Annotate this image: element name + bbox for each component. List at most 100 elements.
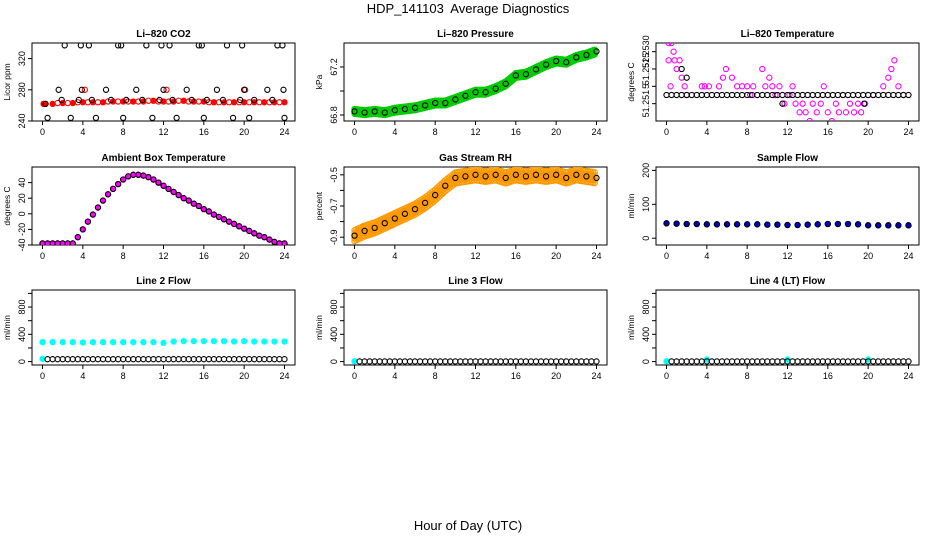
data-point	[135, 98, 142, 105]
data-point	[416, 358, 424, 365]
data-point	[591, 46, 598, 53]
data-point	[109, 185, 117, 192]
data-point	[386, 358, 393, 365]
data-point	[522, 173, 530, 180]
data-point	[591, 169, 598, 176]
data-point	[183, 86, 190, 93]
data-point	[120, 356, 127, 363]
x-tick-label: 4	[80, 127, 85, 137]
data-point	[200, 356, 207, 363]
data-point	[102, 86, 110, 93]
data-point	[426, 358, 434, 365]
x-tick-label: 20	[863, 251, 873, 261]
data-point	[487, 358, 494, 365]
data-point	[849, 358, 857, 365]
data-point	[432, 358, 439, 365]
y-tick-label: -40	[17, 238, 27, 251]
y-tick-label: 240	[17, 113, 27, 128]
x-tick-label: 4	[704, 251, 709, 261]
data-point	[452, 358, 459, 365]
x-tick-label: 12	[782, 251, 792, 261]
data-point	[130, 356, 137, 363]
data-point	[145, 356, 152, 363]
data-point	[246, 356, 253, 363]
data-point	[120, 114, 127, 121]
data-point	[160, 356, 167, 363]
data-point	[744, 221, 751, 228]
data-point	[885, 222, 892, 229]
data-point	[875, 222, 882, 229]
x-tick-label: 8	[745, 127, 750, 137]
data-point	[517, 358, 525, 365]
data-point	[482, 358, 489, 365]
data-point	[351, 108, 358, 115]
data-point	[156, 96, 163, 104]
data-point	[563, 174, 570, 182]
data-point	[537, 358, 545, 365]
data-point	[671, 57, 678, 64]
data-point	[673, 220, 680, 227]
data-point	[824, 109, 831, 116]
data-point	[774, 221, 781, 228]
data-point	[432, 99, 439, 107]
data-point	[220, 356, 228, 363]
series-blue	[663, 220, 912, 229]
data-points	[663, 220, 912, 229]
data-point	[799, 91, 806, 99]
data-point	[573, 171, 580, 178]
data-point	[235, 223, 243, 230]
x-tick-label: 16	[511, 371, 521, 381]
data-point	[880, 83, 887, 90]
data-point	[553, 171, 560, 178]
plot-frame	[655, 166, 920, 246]
data-point	[220, 216, 228, 223]
data-point	[180, 356, 187, 363]
data-point	[205, 208, 213, 215]
data-point	[829, 91, 837, 99]
data-point	[477, 358, 484, 365]
data-point	[235, 356, 243, 363]
panel-4: Ambient Box Temperature 0 4 8 12 16 20 24 -40 -20…	[2, 153, 296, 261]
x-tick-label: 16	[199, 127, 209, 137]
data-point	[180, 337, 187, 345]
data-point	[789, 83, 796, 90]
data-point	[895, 83, 902, 90]
data-point	[160, 182, 167, 189]
data-point	[94, 356, 102, 363]
data-point	[165, 98, 172, 105]
data-point	[668, 91, 675, 99]
data-point	[512, 72, 519, 79]
data-point	[759, 65, 766, 73]
data-point	[846, 100, 854, 107]
x-tick-label: 16	[199, 371, 209, 381]
data-point	[890, 358, 897, 365]
data-point	[92, 114, 100, 121]
data-point	[670, 48, 677, 55]
data-point	[185, 98, 192, 105]
y-axis-label: Licor ppm	[2, 63, 12, 100]
x-tick-label: 20	[551, 251, 561, 261]
data-point	[49, 100, 56, 107]
data-point	[251, 356, 258, 363]
x-tick-label: 12	[782, 371, 792, 381]
data-point	[145, 173, 152, 181]
data-point	[708, 358, 716, 365]
data-point	[210, 211, 218, 218]
data-point	[241, 356, 248, 363]
data-point	[705, 83, 713, 90]
data-point	[593, 48, 600, 55]
data-point	[762, 83, 769, 90]
series-black	[663, 220, 912, 229]
data-point	[274, 43, 281, 49]
data-point	[462, 92, 469, 99]
data-point	[723, 91, 731, 99]
data-point	[271, 356, 278, 363]
data-point	[814, 91, 821, 99]
x-tick-label: 24	[279, 127, 289, 137]
panel-6: Sample Flow 0 4 8 12 16 20 24 0 100 200 ml/min	[626, 153, 920, 261]
data-point	[774, 358, 781, 365]
data-point	[563, 59, 570, 66]
data-point	[381, 109, 388, 116]
plot-frame	[31, 289, 296, 366]
data-point	[49, 356, 56, 363]
